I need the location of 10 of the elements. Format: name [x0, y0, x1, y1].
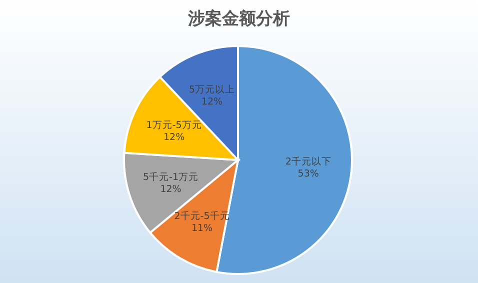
- data-label: 11%: [191, 222, 213, 234]
- data-label: 12%: [160, 184, 182, 195]
- slice-label: 5千元-1万元: [143, 170, 199, 183]
- data-label: 53%: [298, 168, 319, 180]
- slice-label: 1万元-5万元: [146, 120, 202, 131]
- slice-label: 5万元以上: [188, 83, 236, 96]
- data-label: 12%: [163, 132, 185, 143]
- slice-label: 2千元以下: [285, 156, 332, 168]
- data-label: 12%: [201, 96, 223, 108]
- chart-title: 涉案金额分析: [187, 8, 290, 29]
